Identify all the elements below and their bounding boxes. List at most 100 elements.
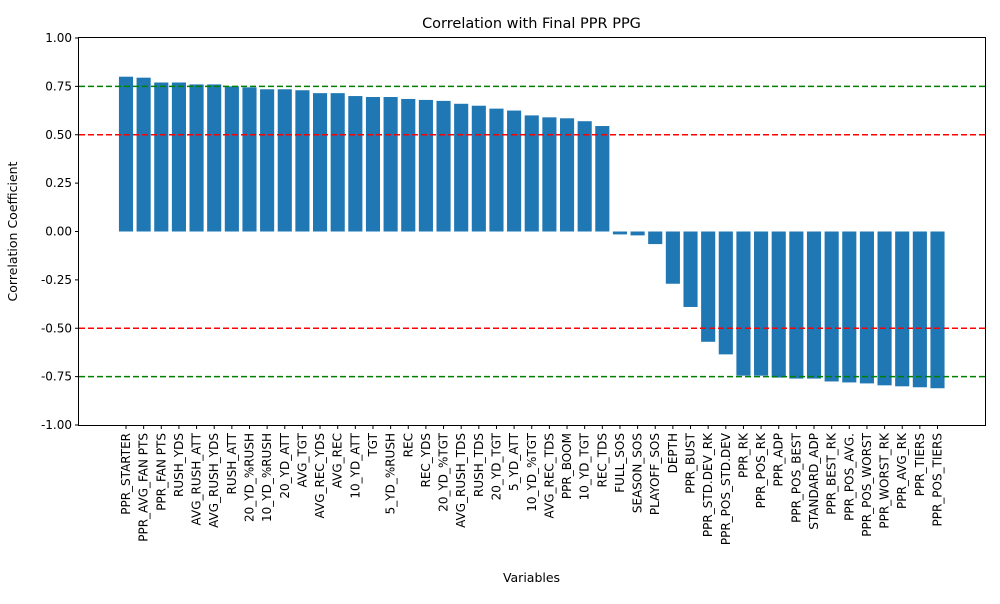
x-tick-label-46: PPR_TIERS bbox=[913, 433, 927, 496]
x-tick-label-4: RUSH_YDS bbox=[172, 433, 186, 497]
x-tick-label-20: AVG_RUSH_TDS bbox=[454, 433, 468, 528]
bar-47 bbox=[930, 231, 945, 389]
x-tick-label-14: 10_YD_ATT bbox=[348, 432, 362, 498]
bar-46 bbox=[912, 231, 927, 388]
x-tick-label-43: PPR_POS_WORST bbox=[860, 432, 874, 536]
x-tick-label-35: PPR_POS_STD.DEV bbox=[719, 432, 733, 545]
bar-3 bbox=[154, 82, 169, 232]
bar-12 bbox=[313, 93, 328, 232]
bar-2 bbox=[136, 77, 151, 232]
x-tick-label-21: RUSH_TDS bbox=[472, 433, 486, 497]
y-tick-label-7: 0.50 bbox=[45, 128, 72, 142]
bar-27 bbox=[577, 121, 592, 232]
bar-45 bbox=[895, 231, 910, 387]
bar-31 bbox=[648, 231, 663, 245]
bar-38 bbox=[771, 231, 786, 378]
x-tick-label-36: PPR_RK bbox=[736, 432, 750, 478]
bar-34 bbox=[701, 231, 716, 342]
x-tick-label-23: 5_YD_ATT bbox=[507, 432, 521, 491]
x-tick-label-18: REC_YDS bbox=[419, 433, 433, 488]
bar-30 bbox=[630, 231, 645, 236]
y-tick-label-4: -0.25 bbox=[41, 273, 72, 287]
x-tick-label-44: PPR_WORST_RK bbox=[878, 432, 892, 529]
x-tick-label-25: AVG_REC_TDS bbox=[542, 433, 556, 518]
bar-17 bbox=[401, 98, 416, 232]
bar-15 bbox=[365, 97, 381, 232]
bar-43 bbox=[859, 231, 874, 384]
x-tick-label-17: REC bbox=[401, 433, 415, 457]
x-tick-label-45: PPR_AVG_RK bbox=[895, 432, 909, 509]
bar-1 bbox=[118, 76, 134, 232]
bar-6 bbox=[207, 84, 222, 232]
bar-21 bbox=[471, 105, 486, 232]
y-tick-label-1: -1.00 bbox=[41, 418, 72, 432]
bar-29 bbox=[612, 231, 628, 235]
bar-39 bbox=[789, 231, 804, 379]
x-tick-label-38: PPR_ADP bbox=[772, 433, 786, 487]
x-tick-label-3: PPR_FAN PTS bbox=[154, 433, 168, 511]
bar-25 bbox=[542, 117, 557, 232]
bar-16 bbox=[383, 97, 398, 232]
x-tick-label-26: PPR_BOOM bbox=[560, 433, 574, 499]
x-tick-label-1: PPR_STARTER bbox=[119, 433, 133, 515]
x-tick-label-6: AVG_RUSH_YDS bbox=[207, 433, 221, 528]
x-tick-label-41: PPR_BEST_RK bbox=[825, 432, 839, 515]
bar-18 bbox=[418, 99, 433, 232]
x-tick-label-39: PPR_POS_BEST bbox=[789, 432, 803, 523]
y-tick-label-2: -0.75 bbox=[41, 370, 72, 384]
bar-23 bbox=[507, 110, 522, 232]
x-tick-label-10: 20_YD_ATT bbox=[278, 432, 292, 498]
bar-10 bbox=[277, 89, 292, 232]
plot-area bbox=[79, 76, 985, 389]
bar-5 bbox=[189, 84, 204, 232]
bar-33 bbox=[683, 231, 698, 307]
y-tick-label-5: 0.00 bbox=[45, 225, 72, 239]
bar-42 bbox=[842, 231, 857, 383]
x-tick-label-29: FULL_SOS bbox=[613, 433, 627, 493]
x-tick-label-22: 20_YD_TGT bbox=[489, 432, 503, 500]
x-tick-label-8: 20_YD_%RUSH bbox=[242, 433, 256, 522]
x-tick-label-5: AVG_RUSH_ATT bbox=[190, 432, 204, 525]
x-tick-label-11: AVG_TGT bbox=[295, 432, 309, 487]
bar-44 bbox=[877, 231, 892, 386]
x-tick-label-40: STANDARD_ADP bbox=[807, 433, 821, 530]
x-tick-label-16: 5_YD_%RUSH bbox=[384, 433, 398, 514]
bar-19 bbox=[436, 100, 451, 232]
chart-title: Correlation with Final PPR PPG bbox=[422, 16, 641, 32]
x-tick-label-24: 10_YD_%TGT bbox=[525, 432, 539, 511]
bar-32 bbox=[665, 231, 680, 284]
x-tick-label-12: AVG_REC_YDS bbox=[313, 433, 327, 518]
x-tick-label-37: PPR_POS_RK bbox=[754, 432, 768, 508]
x-axis-ticks: PPR_STARTER PPR_AVG_FAN PTS PPR_FAN PTS RUS… bbox=[119, 425, 945, 545]
x-tick-label-34: PPR_STD.DEV_RK bbox=[701, 432, 715, 537]
y-axis-ticks: -1.00 -0.75 -0.50 -0.25 0.00 0.25 0.50 0.75 1.00 bbox=[41, 31, 79, 432]
bar-41 bbox=[824, 231, 839, 382]
y-tick-label-6: 0.25 bbox=[45, 176, 72, 190]
bar-28 bbox=[595, 126, 610, 232]
bar-4 bbox=[171, 82, 186, 232]
x-tick-label-42: PPR_POS_AVG. bbox=[842, 433, 856, 521]
bar-40 bbox=[806, 231, 822, 379]
bar-24 bbox=[524, 115, 539, 232]
y-axis-label: Correlation Coefficient bbox=[5, 161, 20, 301]
x-tick-label-7: RUSH_ATT bbox=[225, 432, 239, 494]
bar-20 bbox=[454, 103, 469, 232]
x-axis-label: Variables bbox=[503, 570, 560, 585]
bar-8 bbox=[242, 87, 257, 232]
x-tick-label-47: PPR_POS_TIERS bbox=[931, 433, 945, 527]
x-tick-label-19: 20_YD_%TGT bbox=[437, 432, 451, 511]
x-tick-label-28: REC_TDS bbox=[595, 433, 609, 488]
x-tick-label-33: PPR_BUST bbox=[684, 432, 698, 493]
y-tick-label-8: 0.75 bbox=[45, 79, 72, 93]
x-tick-label-30: SEASON_SOS bbox=[631, 433, 645, 513]
bar-36 bbox=[736, 231, 751, 376]
y-tick-label-3: -0.50 bbox=[41, 321, 72, 335]
bar-9 bbox=[260, 89, 275, 232]
bar-13 bbox=[330, 93, 345, 232]
x-tick-label-15: TGT bbox=[366, 432, 380, 457]
x-tick-label-27: 10_YD_TGT bbox=[578, 432, 592, 500]
x-tick-label-2: PPR_AVG_FAN PTS bbox=[137, 433, 151, 542]
x-tick-label-32: DEPTH bbox=[666, 433, 680, 473]
bar-35 bbox=[718, 231, 733, 355]
